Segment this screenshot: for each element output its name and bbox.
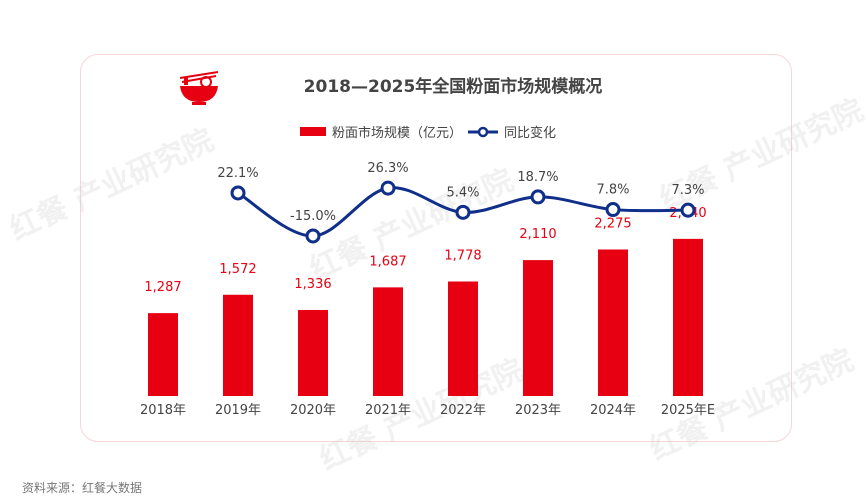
bar-data-label: 1,778 xyxy=(444,248,481,263)
yoy-point xyxy=(455,204,471,220)
yoy-point xyxy=(605,202,621,218)
chart-title: 2018—2025年全国粉面市场规模概况 xyxy=(303,77,603,97)
yoy-data-label: 22.1% xyxy=(217,166,258,181)
legend-bar-label: 粉面市场规模（亿元） xyxy=(332,126,463,141)
bar xyxy=(598,249,628,396)
bar-data-label: 1,572 xyxy=(219,262,256,277)
yoy-data-label: 7.3% xyxy=(671,183,704,198)
bar xyxy=(223,294,253,396)
x-tick-label: 2024年 xyxy=(590,403,636,418)
x-tick-label: 2020年 xyxy=(290,403,336,418)
yoy-point xyxy=(530,189,546,205)
yoy-data-label: 7.8% xyxy=(596,183,629,198)
bar-data-label: 1,687 xyxy=(369,254,406,269)
yoy-data-label: -15.0% xyxy=(290,209,336,224)
noodle-bowl-icon xyxy=(179,71,219,105)
bar-data-label: 2,110 xyxy=(519,227,556,242)
bar-data-label: 1,336 xyxy=(294,277,331,292)
bar-data-label: 2,275 xyxy=(594,216,631,231)
yoy-point xyxy=(380,180,396,196)
bar xyxy=(373,287,403,396)
x-tick-label: 2023年 xyxy=(515,403,561,418)
bar xyxy=(523,260,553,396)
source-note: 资料来源：红餐大数据 xyxy=(22,481,143,495)
x-tick-label: 2025年E xyxy=(661,403,715,418)
x-tick-label: 2021年 xyxy=(365,403,411,418)
legend-line-label: 同比变化 xyxy=(504,126,557,141)
x-tick-label: 2018年 xyxy=(140,403,186,418)
bar xyxy=(448,281,478,396)
legend-line-swatch xyxy=(468,126,499,137)
bar xyxy=(148,313,178,396)
legend-bar-swatch xyxy=(300,127,326,136)
yoy-data-label: 5.4% xyxy=(446,185,479,200)
bar-data-label: 1,287 xyxy=(144,280,181,295)
yoy-data-label: 18.7% xyxy=(517,170,558,185)
yoy-point xyxy=(680,202,696,218)
x-tick-label: 2022年 xyxy=(440,403,486,418)
yoy-point xyxy=(305,228,321,244)
x-tick-label: 2019年 xyxy=(215,403,261,418)
bar xyxy=(673,238,703,396)
yoy-point xyxy=(230,185,246,201)
bar xyxy=(298,309,328,396)
yoy-data-label: 26.3% xyxy=(367,161,408,176)
legend: 粉面市场规模（亿元） 同比变化 xyxy=(300,122,556,141)
